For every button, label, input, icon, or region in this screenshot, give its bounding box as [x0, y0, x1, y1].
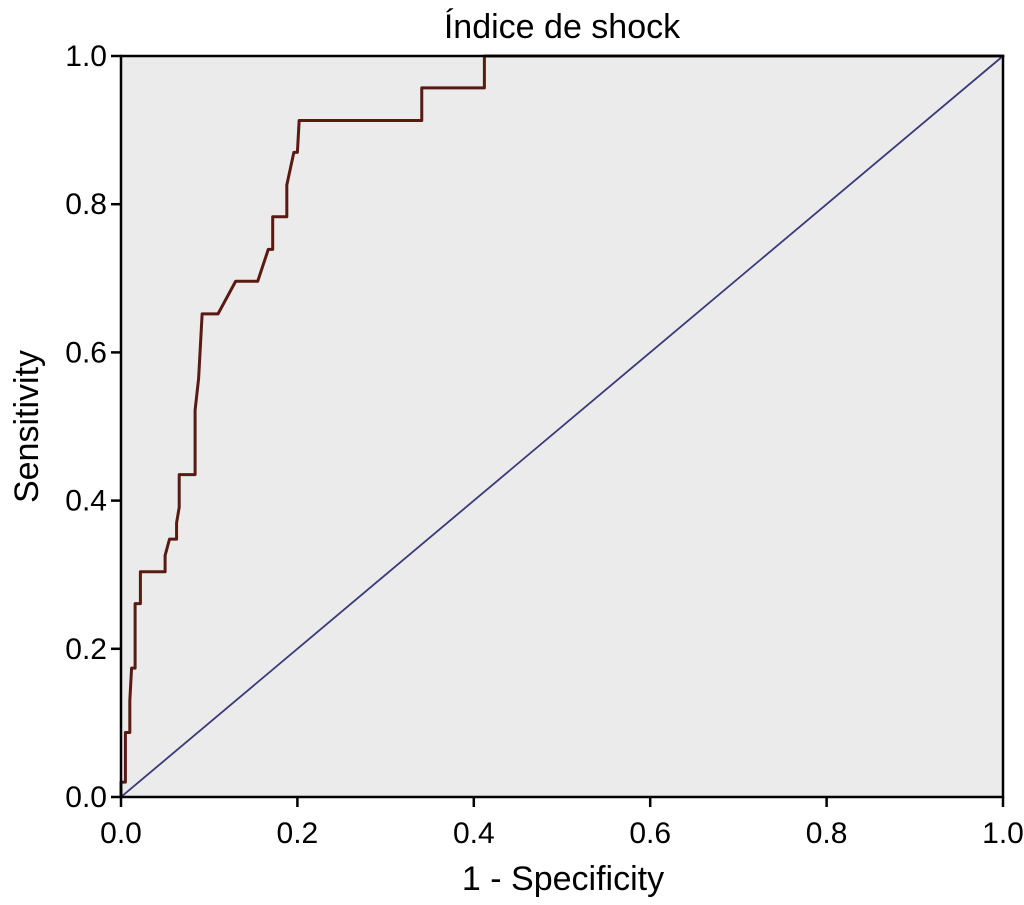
y-tick-label: 0.4	[65, 485, 107, 518]
reference-diagonal-line	[120, 55, 1004, 798]
chart-title: Índice de shock	[444, 8, 681, 46]
x-tick-label: 1.0	[982, 817, 1024, 850]
y-axis: 0.0 0.2 0.4 0.6 0.8 1.0	[65, 40, 121, 814]
y-tick-label: 1.0	[65, 40, 107, 73]
y-tick-label: 0.0	[65, 781, 107, 814]
x-axis: 0.0 0.2 0.4 0.6 0.8 1.0	[100, 797, 1024, 850]
x-tick-label: 0.0	[100, 817, 142, 850]
x-axis-label: 1 - Specificity	[462, 860, 664, 898]
y-axis-label: Sensitivity	[8, 350, 46, 503]
y-tick-label: 0.2	[65, 633, 107, 666]
x-tick-label: 0.2	[277, 817, 319, 850]
x-tick-label: 0.6	[629, 817, 671, 850]
plot-frame	[119, 54, 1005, 799]
x-tick-label: 0.4	[453, 817, 495, 850]
y-tick-label: 0.8	[65, 188, 107, 221]
x-tick-label: 0.8	[806, 817, 848, 850]
roc-curve-line	[119, 54, 1005, 799]
curves-layer	[119, 54, 1005, 799]
y-tick-label: 0.6	[65, 336, 107, 369]
